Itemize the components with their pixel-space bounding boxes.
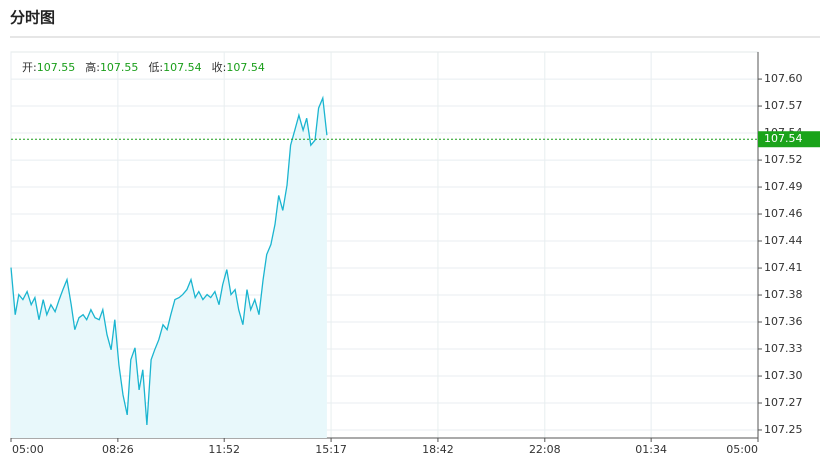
summary-value: 107.54	[226, 61, 265, 74]
y-tick-label: 107.25	[764, 423, 803, 436]
last-price-tag	[758, 131, 820, 148]
y-tick-label: 107.60	[764, 72, 803, 85]
summary-label: 低:	[148, 61, 163, 74]
y-tick-label: 107.57	[764, 99, 803, 112]
x-tick-label: 22:08	[529, 443, 561, 456]
summary-label: 收:	[212, 60, 227, 74]
y-tick-label: 107.33	[764, 342, 803, 355]
x-tick-label: 05:00	[12, 443, 44, 456]
y-tick-label: 107.41	[764, 261, 803, 274]
plot-frame	[10, 51, 759, 439]
y-tick-label: 107.46	[764, 207, 803, 220]
page-title: 分时图	[10, 9, 55, 27]
y-tick-label: 107.44	[764, 234, 803, 247]
summary-value: 107.55	[37, 61, 76, 74]
x-tick-label: 05:00	[726, 443, 758, 456]
summary-label: 开:	[22, 61, 37, 74]
y-tick-label: 107.30	[764, 369, 803, 382]
summary-value: 107.55	[100, 61, 139, 74]
x-tick-label: 18:42	[422, 443, 454, 456]
x-tick-label: 15:17	[315, 443, 347, 456]
price-line	[10, 95, 328, 426]
x-tick-label: 11:52	[208, 443, 240, 456]
y-tick-label: 107.38	[764, 288, 803, 301]
area	[11, 98, 327, 438]
summary-value: 107.54	[163, 61, 202, 74]
y-tick-label: 107.36	[764, 315, 803, 328]
last-price-label: 107.54	[764, 132, 803, 145]
summary-label: 高:	[85, 60, 100, 74]
x-tick-label: 01:34	[635, 443, 667, 456]
y-tick-label: 107.27	[764, 396, 803, 409]
y-tick-label: 107.52	[764, 153, 803, 166]
x-tick-label: 08:26	[102, 443, 134, 456]
y-tick-label: 107.49	[764, 180, 803, 193]
